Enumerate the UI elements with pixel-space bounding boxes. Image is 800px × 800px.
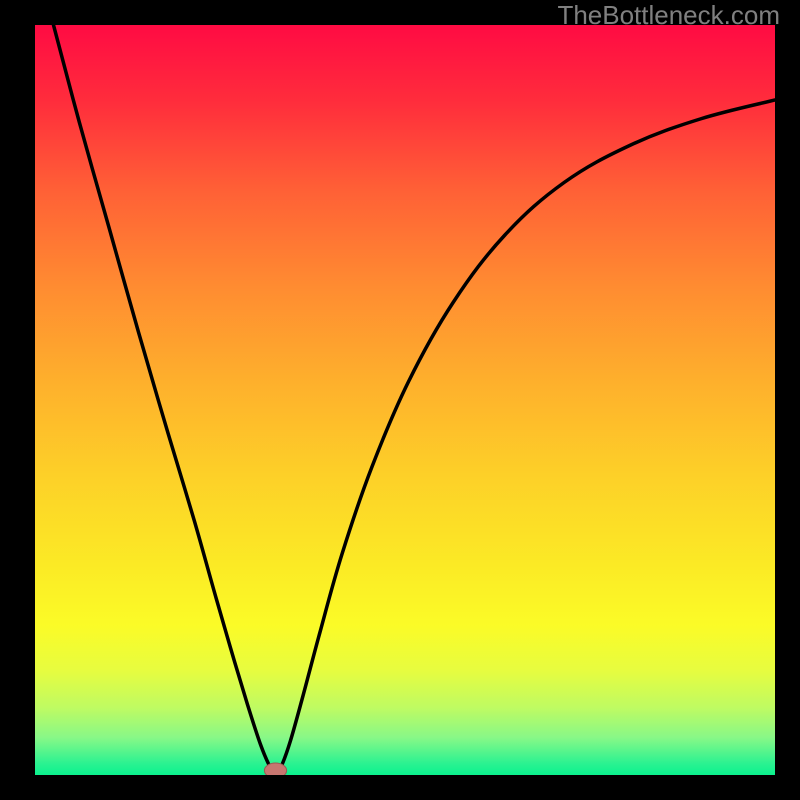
watermark-text: TheBottleneck.com: [557, 0, 780, 31]
chart-container: TheBottleneck.com: [0, 0, 800, 800]
plot-area: [35, 25, 775, 775]
gradient-background: [35, 25, 775, 775]
